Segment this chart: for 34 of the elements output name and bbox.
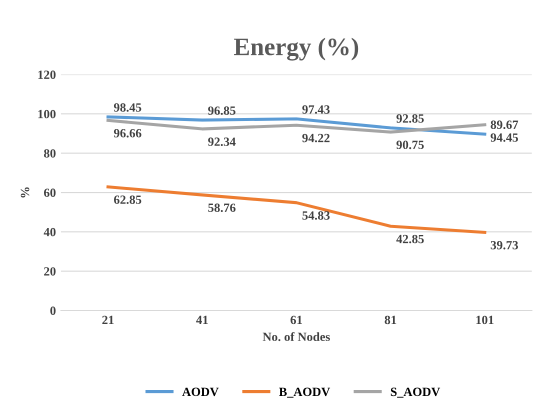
data-label: 42.85 bbox=[396, 234, 424, 244]
y-axis-title: % bbox=[20, 187, 30, 198]
y-tick-label: 60 bbox=[44, 188, 56, 197]
legend-label: AODV bbox=[182, 388, 219, 396]
y-tick-label: 20 bbox=[44, 267, 56, 276]
x-tick-label: 41 bbox=[196, 316, 208, 324]
data-label: 39.73 bbox=[490, 240, 518, 250]
data-label: 54.83 bbox=[302, 211, 330, 220]
legend-label: B_AODV bbox=[279, 388, 330, 398]
data-label: 62.85 bbox=[114, 195, 142, 204]
y-tick-label: 120 bbox=[38, 70, 56, 79]
x-tick-label: 21 bbox=[102, 316, 114, 324]
y-tick-label: 100 bbox=[38, 110, 56, 118]
x-tick-label: 81 bbox=[384, 316, 396, 324]
data-label: 89.67 bbox=[490, 120, 518, 130]
data-label: 94.45 bbox=[490, 133, 518, 142]
line-series bbox=[106, 185, 486, 234]
x-tick-label: 101 bbox=[476, 316, 494, 324]
data-label: 90.75 bbox=[396, 140, 424, 150]
y-tick-label: 0 bbox=[50, 306, 56, 315]
x-axis-title: No. of Nodes bbox=[262, 332, 330, 342]
data-label: 92.34 bbox=[208, 138, 236, 146]
chart-title: Energy (%) bbox=[234, 38, 358, 61]
data-label: 97.43 bbox=[302, 105, 330, 114]
y-tick-label: 80 bbox=[44, 149, 56, 158]
data-label: 58.76 bbox=[208, 204, 236, 212]
data-label: 94.22 bbox=[302, 134, 330, 142]
legend-label: S_AODV bbox=[390, 388, 440, 398]
x-tick-label: 61 bbox=[290, 316, 302, 324]
data-label: 98.45 bbox=[114, 103, 142, 112]
y-tick-label: 40 bbox=[44, 228, 56, 236]
data-label: 96.85 bbox=[208, 106, 236, 115]
data-label: 92.85 bbox=[396, 114, 424, 123]
data-label: 96.66 bbox=[114, 129, 142, 138]
